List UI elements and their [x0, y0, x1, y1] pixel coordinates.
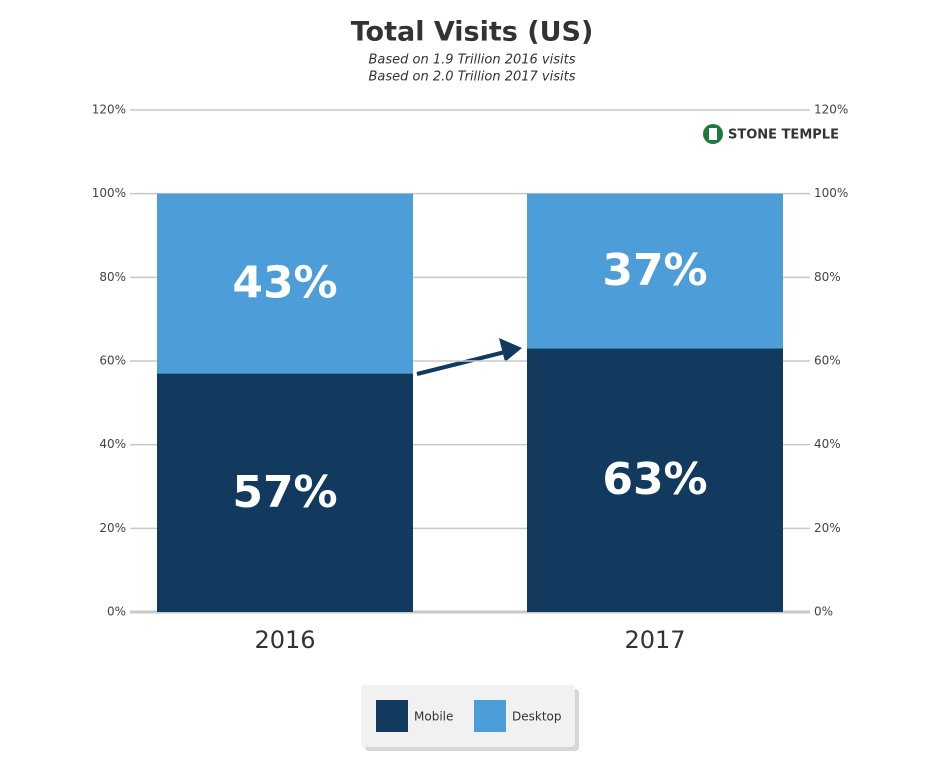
y-tick-label: 0% [107, 605, 126, 619]
value-label: 37% [602, 245, 707, 296]
bar-segment [527, 348, 783, 612]
y2-tick-label: 40% [814, 437, 841, 451]
y-tick-label: 100% [92, 186, 126, 200]
chart-subtitle: Based on 2.0 Trillion 2017 visits [369, 70, 576, 85]
legend-swatch [376, 700, 408, 732]
legend-box [361, 685, 575, 747]
y-tick-label: 20% [99, 521, 126, 535]
y2-tick-label: 120% [814, 103, 848, 117]
chart-subtitle: Based on 1.9 Trillion 2016 visits [369, 53, 576, 68]
legend-label: Mobile [414, 710, 453, 724]
x-tick-label: 2016 [254, 626, 315, 654]
arrow-head [499, 338, 522, 362]
legend-label: Desktop [512, 710, 562, 724]
y2-tick-label: 60% [814, 354, 841, 368]
legend-swatch [474, 700, 506, 732]
y-tick-label: 80% [99, 270, 126, 284]
arrow [416, 338, 522, 376]
value-label: 43% [232, 258, 337, 309]
x-tick-label: 2017 [624, 626, 685, 654]
bar-segment [157, 193, 413, 374]
y2-tick-label: 80% [814, 270, 841, 284]
legend: Mobile Desktop [361, 685, 579, 751]
bar-segment [527, 193, 783, 349]
value-label: 63% [602, 454, 707, 505]
y2-tick-label: 100% [814, 186, 848, 200]
y-tick-label: 60% [99, 354, 126, 368]
y-tick-label: 40% [99, 437, 126, 451]
y2-tick-label: 0% [814, 605, 833, 619]
bar-segment [157, 373, 413, 612]
arrow-line [416, 350, 506, 376]
y-tick-label: 120% [92, 103, 126, 117]
y2-tick-label: 20% [814, 521, 841, 535]
logo-text: STONE TEMPLE [728, 128, 839, 143]
chart-title: Total Visits (US) [351, 17, 594, 48]
value-label: 57% [232, 467, 337, 518]
logo-icon-door [709, 128, 717, 140]
logo: STONE TEMPLE [703, 124, 839, 144]
